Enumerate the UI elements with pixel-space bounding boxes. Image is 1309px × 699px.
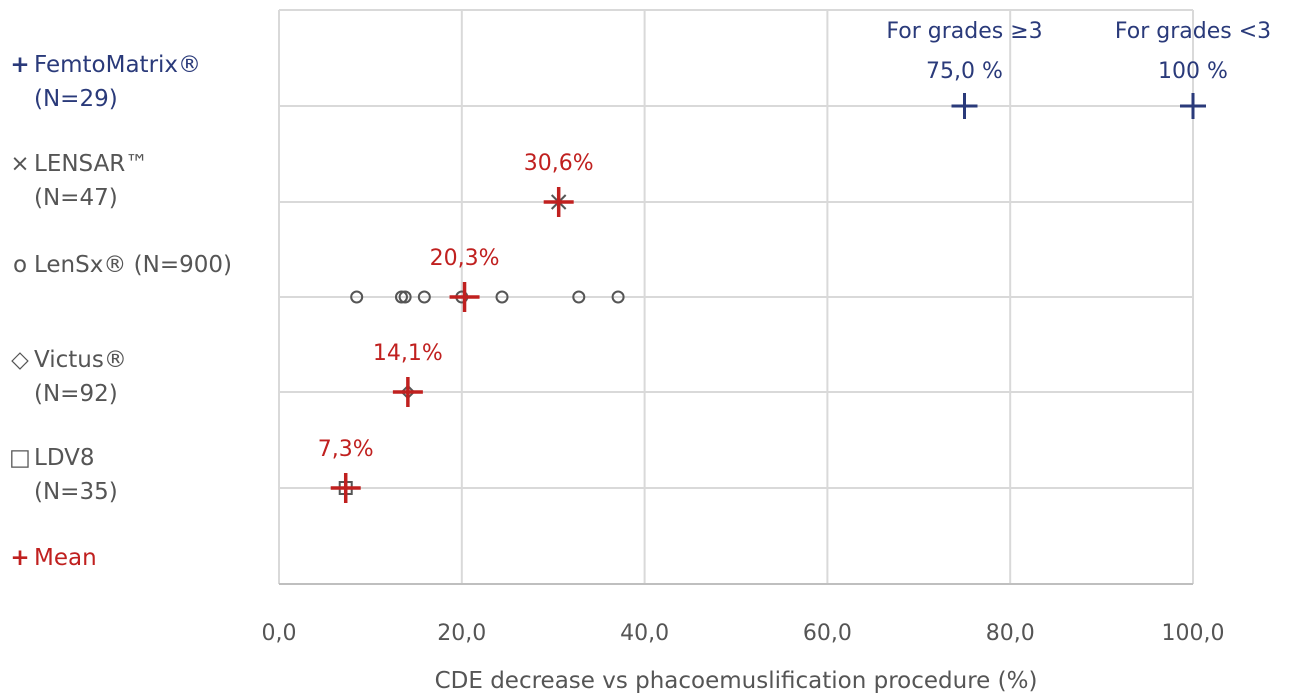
legend-lensar-label: LENSAR™ [34,151,149,177]
mean-data-label: 20,3% [430,246,500,271]
legend-victus-label: Victus® [34,347,127,373]
plus-icon: + [10,545,30,571]
legend-mean: + Mean [8,541,97,575]
x-tick-label: 80,0 [986,621,1035,646]
circle-marker [495,290,509,304]
legend-victus-n: (N=92) [34,381,118,407]
circle-marker [350,290,364,304]
x-tick-label: 40,0 [620,621,669,646]
circle-marker [611,290,625,304]
mean-marker [543,187,574,217]
data-marks [330,93,1206,503]
cross-icon: × [10,151,30,177]
x-tick-label: 60,0 [803,621,852,646]
legend-victus: ◇ Victus® (N=92) [8,343,127,411]
mean-data-label: 30,6% [524,151,594,176]
circle-marker [417,290,431,304]
circle-marker [394,290,408,304]
circle-icon: o [12,252,28,278]
annotation-line2: 75,0 % [926,59,1003,84]
legend-lensar-n: (N=47) [34,185,118,211]
legend-lensx: o LenSx® (N=900) [8,248,232,282]
mean-marker [449,282,480,312]
grid [278,9,1194,585]
x-tick-label: 20,0 [437,621,486,646]
annotation-line2: 100 % [1158,59,1228,84]
x-tick-labels: 0,0 20,0 40,0 60,0 80,0 100,0 [262,621,1225,646]
mean-data-label: 7,3% [318,437,374,462]
legend-ldv8: □ LDV8 (N=35) [8,441,118,509]
x-axis-title: CDE decrease vs phacoemuslification proc… [435,668,1038,694]
legend-femtomatrix-n: (N=29) [34,86,118,112]
annotation-line1: For grades <3 [1115,19,1271,44]
mean-marker [392,377,423,407]
legend-femtomatrix: + FemtoMatrix® (N=29) [8,48,201,116]
legend-femtomatrix-label: FemtoMatrix® [34,52,202,78]
x-tick-label: 100,0 [1162,621,1225,646]
legend-lensar: × LENSAR™ (N=47) [8,147,148,215]
legend-lensx-label: LenSx® (N=900) [34,252,232,278]
diamond-icon: ◇ [11,347,29,373]
legend-ldv8-n: (N=35) [34,479,118,505]
mean-marker [330,473,361,503]
plus-icon: + [10,52,30,78]
annotation-line1: For grades ≥3 [886,19,1042,44]
plus-marker [951,93,978,119]
x-tick-label: 0,0 [262,621,297,646]
data-labels: 30,6% 20,3% 14,1% 7,3% For grades ≥3 75,0 % Fo… [318,19,1271,462]
plus-marker [1180,93,1206,119]
legend-ldv8-label: LDV8 [34,445,95,471]
circle-marker [398,290,412,304]
square-icon: □ [9,445,31,471]
mean-data-label: 14,1% [373,341,443,366]
legend-mean-label: Mean [34,545,97,571]
circle-marker [572,290,586,304]
